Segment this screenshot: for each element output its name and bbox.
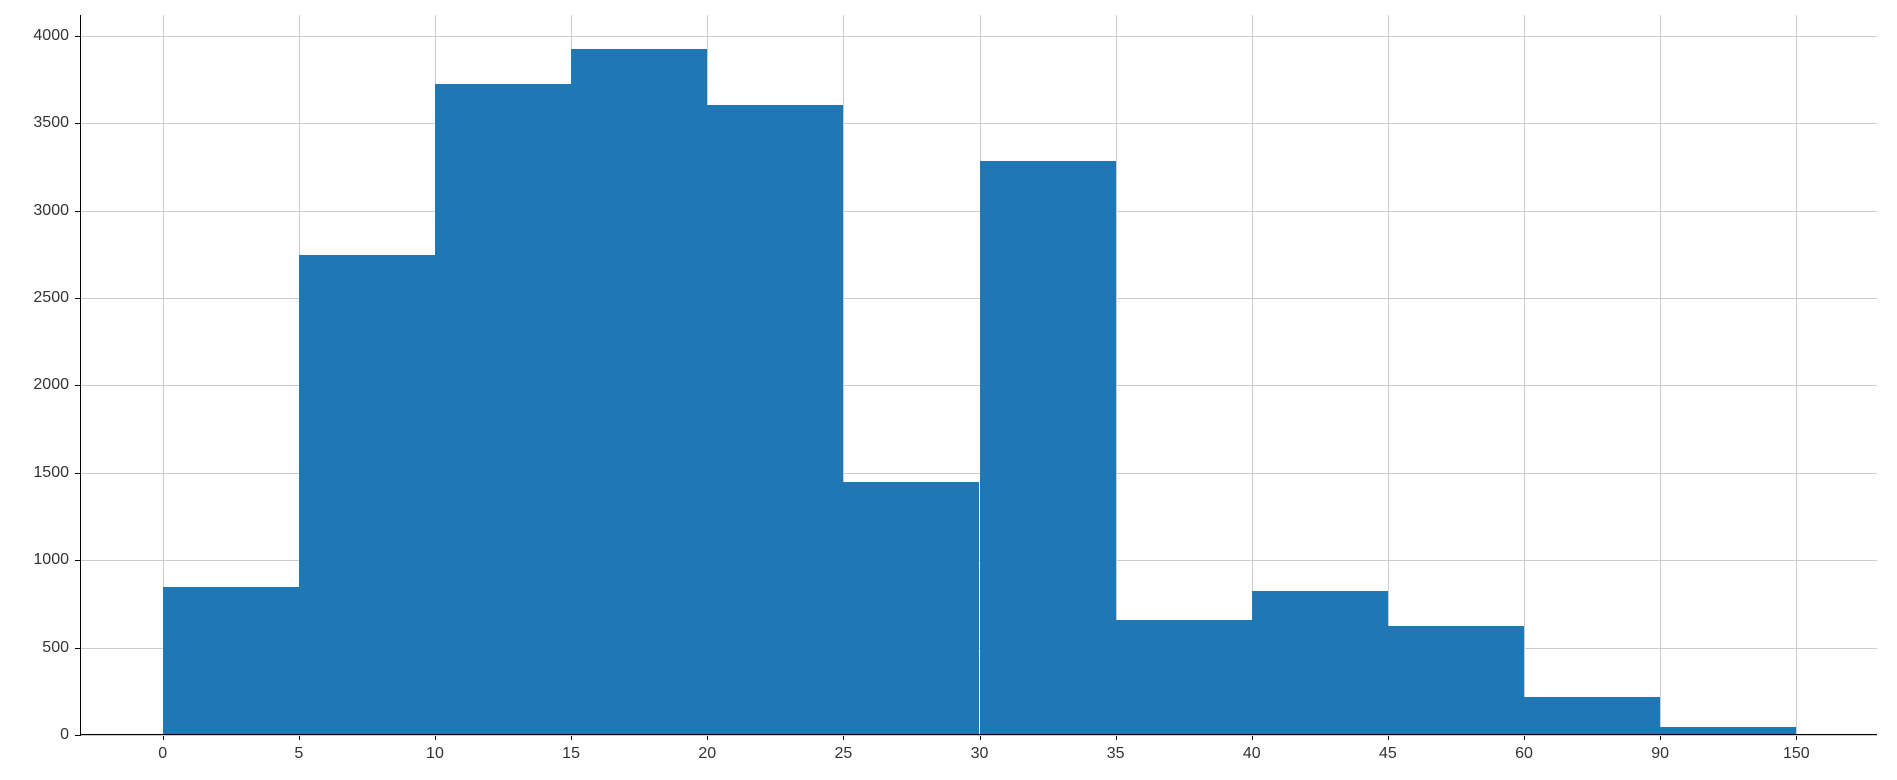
- x-axis-label: 15: [562, 745, 580, 763]
- y-tick: [75, 211, 81, 212]
- y-axis-label: 3000: [33, 202, 69, 220]
- histogram-bar: [163, 587, 299, 734]
- histogram-bar: [435, 84, 571, 734]
- x-axis-label: 20: [698, 745, 716, 763]
- x-axis-label: 10: [426, 745, 444, 763]
- x-axis-label: 5: [294, 745, 303, 763]
- plot-area: 0510152025303540456090150050010001500200…: [80, 15, 1877, 735]
- x-axis-label: 45: [1379, 745, 1397, 763]
- x-axis-label: 0: [158, 745, 167, 763]
- gridline-horizontal: [81, 123, 1877, 124]
- histogram-bar: [1660, 727, 1796, 734]
- y-tick: [75, 385, 81, 386]
- histogram-bar: [571, 49, 707, 734]
- histogram-bar: [1252, 591, 1388, 734]
- y-axis-label: 2000: [33, 376, 69, 394]
- gridline-horizontal: [81, 36, 1877, 37]
- x-axis-label: 90: [1651, 745, 1669, 763]
- histogram-bar: [1524, 697, 1660, 734]
- y-tick: [75, 560, 81, 561]
- histogram-bar: [980, 161, 1116, 734]
- y-axis-label: 1000: [33, 551, 69, 569]
- x-axis-label: 25: [834, 745, 852, 763]
- y-axis-label: 1500: [33, 464, 69, 482]
- x-axis-label: 35: [1107, 745, 1125, 763]
- histogram-bar: [1116, 620, 1252, 734]
- y-tick: [75, 123, 81, 124]
- y-tick: [75, 648, 81, 649]
- y-axis-label: 4000: [33, 27, 69, 45]
- histogram-bar: [707, 105, 843, 734]
- x-axis-label: 150: [1783, 745, 1810, 763]
- histogram-chart: 0510152025303540456090150050010001500200…: [0, 0, 1897, 780]
- x-axis-label: 40: [1243, 745, 1261, 763]
- y-axis-label: 0: [60, 726, 69, 744]
- y-axis-label: 500: [42, 639, 69, 657]
- histogram-bar: [1388, 626, 1524, 734]
- y-tick: [75, 735, 81, 736]
- y-tick: [75, 473, 81, 474]
- histogram-bar: [299, 255, 435, 734]
- x-axis-label: 60: [1515, 745, 1533, 763]
- y-axis-label: 3500: [33, 114, 69, 132]
- y-tick: [75, 298, 81, 299]
- y-tick: [75, 36, 81, 37]
- gridline-horizontal: [81, 735, 1877, 736]
- x-axis-label: 30: [971, 745, 989, 763]
- y-axis-label: 2500: [33, 289, 69, 307]
- histogram-bar: [843, 482, 979, 734]
